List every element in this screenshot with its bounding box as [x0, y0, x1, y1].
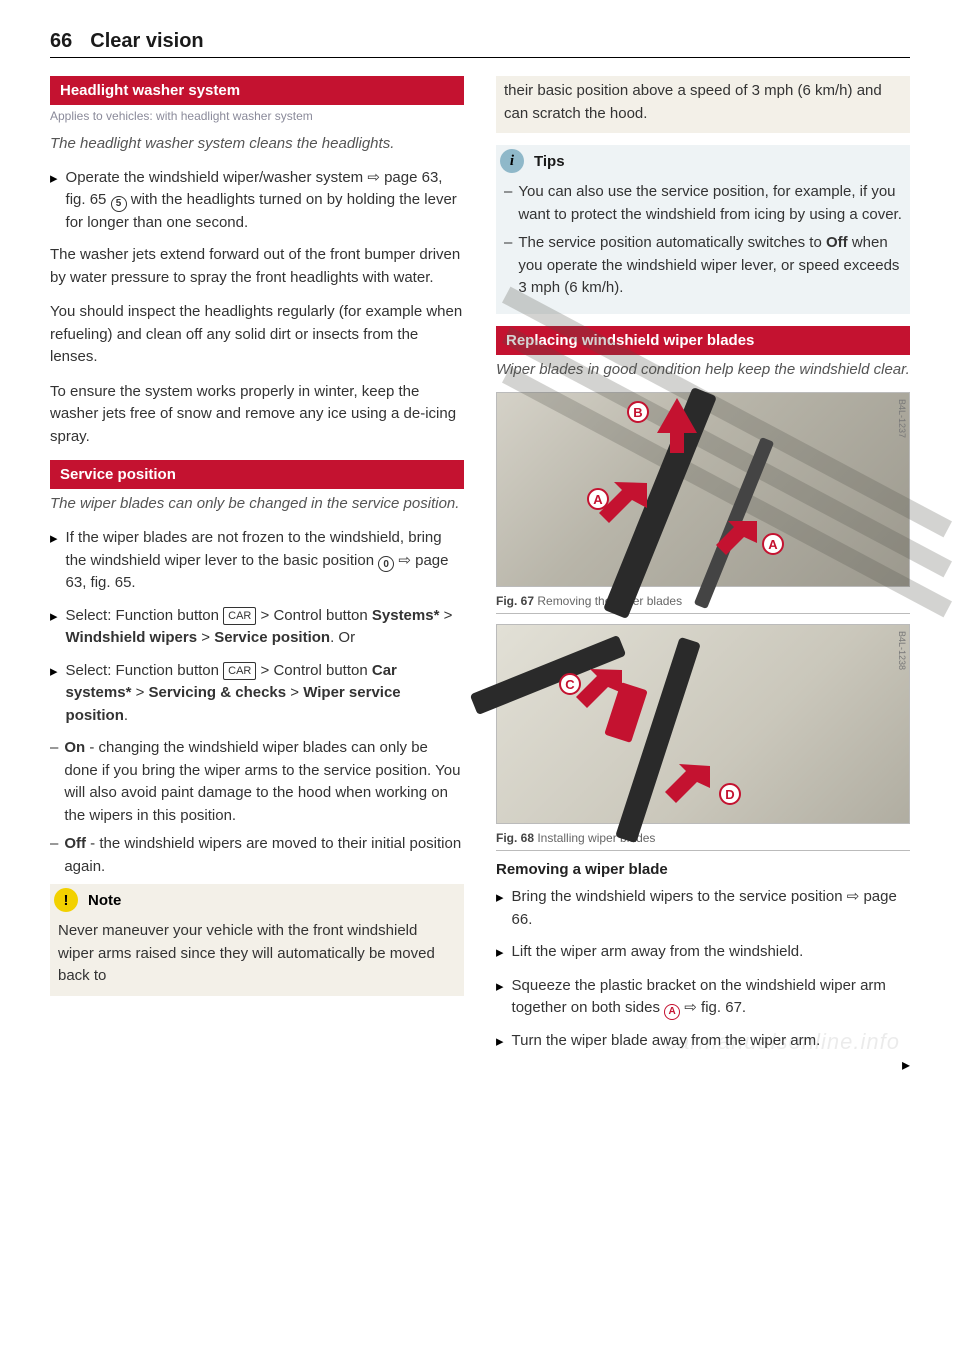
watermark: carmanualsonline.info [665, 1029, 900, 1055]
note-icon: ! [54, 888, 78, 912]
bullet-arrow-icon: ▸ [50, 167, 58, 235]
figure-68-caption: Fig. 68 Installing wiper blades [496, 828, 910, 851]
paragraph: The washer jets extend forward out of th… [50, 244, 464, 289]
bullet-operate: ▸ Operate the windshield wiper/washer sy… [50, 167, 464, 235]
subheading-removing: Removing a wiper blade [496, 861, 910, 878]
intro-text: The headlight washer system cleans the h… [50, 133, 464, 155]
heading-service-position: Service position [50, 460, 464, 489]
heading-headlight-washer: Headlight washer system [50, 76, 464, 105]
bullet-text: If the wiper blades are not frozen to th… [66, 527, 464, 595]
car-button-icon: CAR [223, 607, 256, 626]
paragraph: You should inspect the headlights regula… [50, 301, 464, 369]
dash-off: – Off - the windshield wipers are moved … [50, 833, 464, 878]
bullet-arrow-icon: ▸ [50, 660, 58, 728]
intro-text: The wiper blades can only be changed in … [50, 493, 464, 515]
bullet-arrow-icon: ▸ [496, 941, 504, 965]
dash-on: – On - changing the windshield wiper bla… [50, 737, 464, 827]
page-number: 66 [50, 30, 72, 53]
circled-0-icon: 0 [378, 556, 394, 572]
bullet-arrow-icon: ▸ [496, 975, 504, 1020]
red-arrow-diag-icon [572, 665, 627, 715]
red-arrow-up-icon [652, 398, 702, 453]
right-column: their basic position above a speed of 3 … [496, 76, 910, 1075]
tips-header: i Tips [496, 145, 910, 177]
left-column: Headlight washer system Applies to vehic… [50, 76, 464, 1075]
note-box: ! Note Never maneuver your vehicle with … [50, 884, 464, 996]
page-header: 66 Clear vision [50, 30, 910, 58]
bullet-select-systems: ▸ Select: Function button CAR > Control … [50, 605, 464, 650]
bullet-text: Select: Function button CAR > Control bu… [66, 660, 464, 728]
red-arrow-diag-icon [712, 513, 762, 563]
bullet-arrow-icon: ▸ [496, 886, 504, 931]
bullet-arrow-icon: ▸ [50, 605, 58, 650]
bullet-basic-position: ▸ If the wiper blades are not frozen to … [50, 527, 464, 595]
tips-box: i Tips –You can also use the service pos… [496, 145, 910, 314]
car-button-icon: CAR [223, 662, 256, 681]
note-header: ! Note [50, 884, 464, 916]
red-arrow-diag-icon [662, 760, 717, 810]
circled-a-icon: A [664, 1004, 680, 1020]
chapter-title: Clear vision [90, 30, 203, 53]
bullet-r1: ▸ Bring the windshield wipers to the ser… [496, 886, 910, 931]
circled-5-icon: 5 [111, 196, 127, 212]
figure-code: B4L-1238 [897, 631, 907, 670]
continue-arrow-icon: ▸ [496, 1055, 910, 1075]
figure-code: B4L-1237 [897, 399, 907, 438]
note-continuation: their basic position above a speed of 3 … [496, 76, 910, 133]
bullet-arrow-icon: ▸ [496, 1030, 504, 1054]
tips-icon: i [500, 149, 524, 173]
paragraph: To ensure the system works properly in w… [50, 381, 464, 449]
bullet-text: Select: Function button CAR > Control bu… [66, 605, 464, 650]
figure-68: C D B4L-1238 [496, 624, 910, 824]
applies-to: Applies to vehicles: with headlight wash… [50, 109, 464, 123]
bullet-r2: ▸ Lift the wiper arm away from the wind­… [496, 941, 910, 965]
bullet-text: Operate the windshield wiper/washer sys­… [66, 167, 464, 235]
bullet-r3: ▸ Squeeze the plastic bracket on the win… [496, 975, 910, 1020]
bullet-select-car-systems: ▸ Select: Function button CAR > Control … [50, 660, 464, 728]
bullet-arrow-icon: ▸ [50, 527, 58, 595]
tips-body: –You can also use the service position, … [496, 177, 910, 314]
note-body: Never maneuver your vehicle with the fro… [50, 916, 464, 996]
figure-67: A A B B4L-1237 [496, 392, 910, 587]
